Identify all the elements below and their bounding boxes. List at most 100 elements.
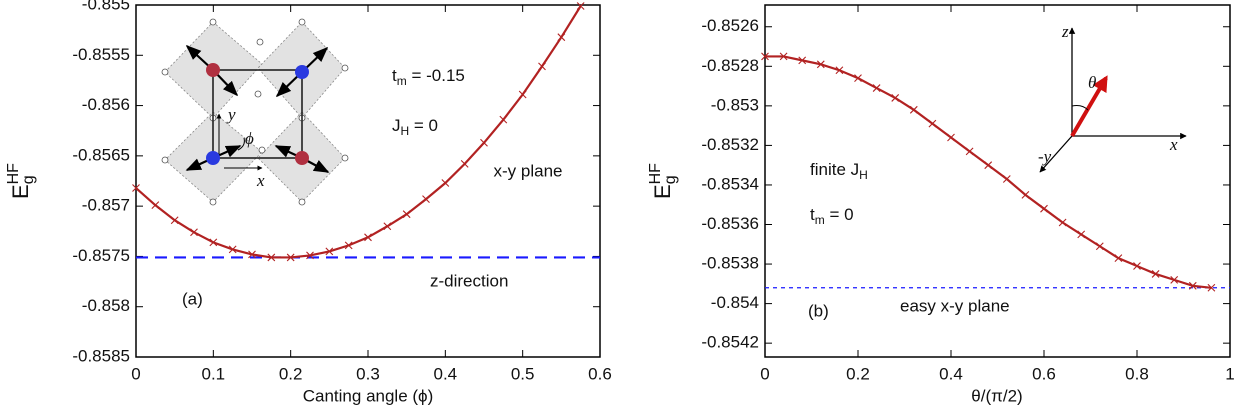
data-point (798, 56, 807, 65)
text-part: m (397, 74, 407, 88)
data-point (965, 147, 974, 156)
data-point (1095, 242, 1104, 251)
x-tick-label: 0.2 (846, 364, 870, 383)
data-point (1133, 262, 1141, 270)
annotation: tm = 0 (810, 205, 854, 227)
text-part: g (662, 175, 679, 184)
inset-axes (1039, 27, 1187, 173)
data-point (286, 253, 295, 262)
y-tick-label: -0.853 (711, 95, 759, 114)
y-tick-label: -0.857 (82, 196, 130, 215)
data-point (1207, 283, 1216, 292)
inset-label: y (226, 105, 236, 124)
data-point (909, 105, 918, 114)
data-point (1002, 175, 1011, 183)
data-point (1170, 275, 1179, 284)
data-point (835, 66, 844, 75)
data-point (891, 94, 900, 102)
y-tick-label: -0.8555 (72, 45, 130, 64)
y-tick-label: -0.8585 (72, 346, 130, 365)
y-tick-label: -0.8536 (701, 214, 759, 233)
y-tick-label: -0.8532 (701, 135, 759, 154)
text-part: t (810, 205, 815, 224)
x-tick-label: 0.5 (511, 364, 535, 383)
text-part: = 0 (825, 205, 854, 224)
inset-label: x (256, 171, 265, 190)
data-point (170, 216, 179, 225)
x-axis-label: Canting angle (ϕ) (303, 386, 433, 405)
x-tick-label: 0.2 (279, 364, 303, 383)
data-point (151, 201, 160, 210)
data-point (441, 179, 450, 187)
y-tick-label: -0.854 (711, 293, 759, 312)
text-part: m (815, 213, 825, 227)
plot-frame (764, 4, 1231, 358)
data-point (460, 160, 469, 168)
panel-label: (b) (808, 301, 829, 320)
x-tick-label: 0.6 (1032, 364, 1056, 383)
data-point (557, 33, 566, 42)
x-axis-label: θ/(π/2) (971, 386, 1022, 405)
data-point (779, 52, 788, 61)
data-point (984, 161, 993, 170)
annotation: tm = -0.15 (392, 66, 465, 88)
data-point (402, 210, 411, 219)
data-point (306, 251, 314, 260)
data-point (928, 119, 937, 128)
reference-label: easy x-y plane (900, 296, 1010, 315)
inset-label: ϕ (245, 129, 254, 148)
text-part: H (401, 124, 410, 138)
data-point (872, 84, 881, 92)
y-tick-label: -0.8575 (72, 246, 130, 265)
panel-label: (a) (182, 289, 203, 308)
text-part: g (20, 175, 37, 184)
data-point (344, 241, 353, 250)
data-point (267, 253, 276, 262)
annotation: finite JH (810, 160, 868, 182)
x-tick-label: 0.4 (939, 364, 963, 383)
data-point (1040, 204, 1048, 213)
data-point (1188, 281, 1197, 290)
inset-lattice (161, 18, 349, 206)
data-point (538, 62, 546, 71)
text-part: HF (647, 163, 664, 185)
x-tick-label: 0.6 (588, 364, 612, 383)
y-tick-label: -0.856 (82, 95, 130, 114)
text-part: E (8, 184, 33, 199)
y-tick-label: -0.858 (82, 296, 130, 315)
y-tick-label: -0.8534 (701, 174, 759, 193)
y-axis-label: EgHF (647, 163, 679, 199)
text-part: HF (5, 163, 22, 185)
data-point (209, 238, 218, 247)
y-tick-label: -0.8528 (701, 56, 759, 75)
text-part: = 0 (409, 116, 438, 135)
y-axis-label: EgHF (5, 163, 37, 199)
data-point (947, 133, 955, 142)
data-point (499, 115, 508, 124)
data-point (1021, 190, 1030, 199)
data-point (816, 60, 825, 69)
reference-label: z-direction (430, 271, 508, 290)
data-point (576, 2, 585, 10)
data-point (1151, 270, 1160, 278)
annotation: JH = 0 (392, 116, 438, 138)
text-part: = -0.15 (407, 66, 465, 85)
inset-label: z (1061, 22, 1069, 41)
inset-label: -y (1038, 147, 1052, 166)
y-tick-label: -0.855 (82, 0, 130, 13)
inset-label: θ (1088, 73, 1096, 92)
data-point (854, 74, 862, 83)
x-tick-label: 0.3 (356, 364, 380, 383)
data-point (228, 245, 237, 254)
text-part: J (392, 116, 401, 135)
data-point (518, 90, 527, 99)
inset-label: x (1169, 135, 1178, 154)
data-point (383, 222, 392, 231)
x-tick-label: 0.4 (434, 364, 458, 383)
data-point (190, 228, 198, 237)
y-tick-label: -0.8526 (701, 16, 759, 35)
data-point (480, 138, 488, 147)
data-point (132, 184, 140, 192)
